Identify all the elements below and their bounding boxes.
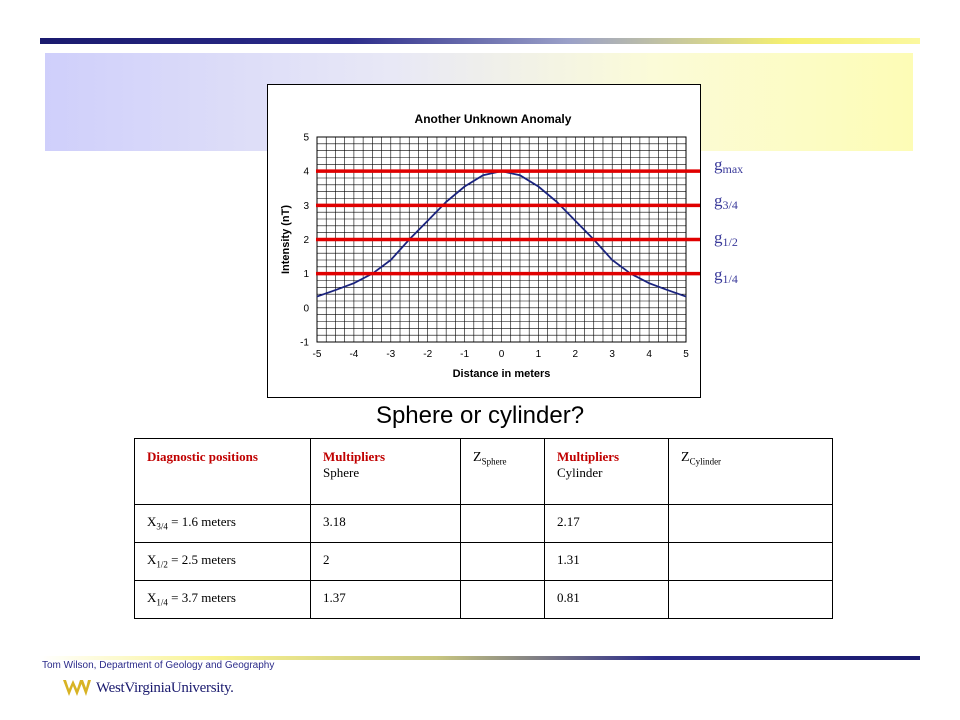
row-x-sub: 3/4 <box>156 521 168 532</box>
table-header-row: Diagnostic positions Multipliers Sphere … <box>134 438 833 505</box>
y-tick-label: 5 <box>303 133 309 144</box>
g-three-quarter-sub: 3/4 <box>722 198 738 212</box>
x-tick-label: 1 <box>536 349 542 360</box>
g-three-quarter-base: g <box>714 191 723 210</box>
header-z-sphere-sub: Sphere <box>481 456 507 467</box>
y-axis-label: Intensity (nT) <box>280 205 292 274</box>
x-tick-label: -3 <box>386 349 395 360</box>
row-x-sub: 1/2 <box>156 559 168 570</box>
header-z-cylinder-base: Z <box>681 450 690 465</box>
header-z-sphere-base: Z <box>473 450 482 465</box>
header-multipliers-cylinder: Multipliers Cylinder <box>544 438 669 505</box>
x-tick-label: -5 <box>313 349 322 360</box>
diagnostic-table: Diagnostic positions Multipliers Sphere … <box>134 438 833 619</box>
table-row: X1/4 = 3.7 meters 1.37 0.81 <box>134 580 833 619</box>
g-max-label: gmax <box>714 155 743 177</box>
y-tick-label: 0 <box>303 303 309 314</box>
table-row: X3/4 = 1.6 meters 3.18 2.17 <box>134 504 833 543</box>
header-multipliers-sphere: Multipliers Sphere <box>310 438 461 505</box>
x-tick-label: 4 <box>646 349 652 360</box>
row-z-sphere <box>460 580 545 619</box>
top-divider <box>40 38 920 44</box>
y-tick-label: 2 <box>303 235 309 246</box>
row-cylinder-multiplier: 0.81 <box>544 580 669 619</box>
row-cylinder-multiplier: 2.17 <box>544 504 669 543</box>
header-cylinder-label: Cylinder <box>557 465 603 480</box>
header-diagnostic-positions: Diagnostic positions <box>134 438 311 505</box>
anomaly-chart: -5 -4 -3 -2 -1 0 1 2 3 4 5 -1 0 1 2 3 4 5 Another Unknown … <box>280 112 700 380</box>
header-diagnostic-label: Diagnostic positions <box>147 449 258 464</box>
y-tick-label: 3 <box>303 201 309 212</box>
x-tick-label: -1 <box>460 349 469 360</box>
row-z-cylinder <box>668 542 833 581</box>
g-three-quarter-label: g3/4 <box>714 191 738 213</box>
row-x-base: X <box>147 552 157 567</box>
table-row: X1/2 = 2.5 meters 2 1.31 <box>134 542 833 581</box>
g-half-sub: 1/2 <box>722 235 738 249</box>
row-position: X1/4 = 3.7 meters <box>134 580 311 619</box>
g-max-sub: max <box>722 162 744 176</box>
x-tick-label: 3 <box>609 349 615 360</box>
row-z-sphere <box>460 504 545 543</box>
row-position: X3/4 = 1.6 meters <box>134 504 311 543</box>
g-quarter-base: g <box>714 265 723 284</box>
y-tick-label: -1 <box>300 338 309 349</box>
chart-title: Another Unknown Anomaly <box>415 112 572 126</box>
row-x-sub: 1/4 <box>156 597 168 608</box>
row-cylinder-multiplier: 1.31 <box>544 542 669 581</box>
header-sphere-label: Sphere <box>323 465 360 480</box>
header-z-cylinder-sub: Cylinder <box>689 456 722 467</box>
row-z-cylinder <box>668 504 833 543</box>
wv-emblem-icon <box>63 680 91 696</box>
footer-credit: Tom Wilson, Department of Geology and Ge… <box>42 660 275 671</box>
row-z-cylinder <box>668 580 833 619</box>
row-z-sphere <box>460 542 545 581</box>
row-x-rest: = 3.7 meters <box>167 590 236 605</box>
header-multipliers-label: Multipliers <box>323 449 386 464</box>
g-quarter-label: g1/4 <box>714 265 738 287</box>
row-x-base: X <box>147 590 157 605</box>
y-tick-label: 1 <box>303 269 309 280</box>
wvu-logo: WestVirginiaUniversity. <box>62 678 234 698</box>
header-z-cylinder: ZCylinder <box>668 438 833 505</box>
g-half-label: g1/2 <box>714 228 738 250</box>
header-z-sphere: ZSphere <box>460 438 545 505</box>
x-tick-label: -4 <box>349 349 358 360</box>
x-tick-label: 0 <box>499 349 505 360</box>
row-sphere-multiplier: 2 <box>310 542 461 581</box>
row-sphere-multiplier: 3.18 <box>310 504 461 543</box>
g-max-base: g <box>714 155 723 174</box>
row-x-base: X <box>147 514 157 529</box>
chart-frame: -5 -4 -3 -2 -1 0 1 2 3 4 5 -1 0 1 2 3 4 5 Another Unknown … <box>267 84 701 398</box>
row-x-rest: = 1.6 meters <box>167 514 236 529</box>
row-position: X1/2 = 2.5 meters <box>134 542 311 581</box>
question-heading: Sphere or cylinder? <box>375 402 585 429</box>
wvu-wordmark: WestVirginiaUniversity. <box>96 679 234 696</box>
bottom-divider <box>40 656 920 660</box>
y-tick-label: 4 <box>303 167 309 178</box>
row-x-rest: = 2.5 meters <box>167 552 236 567</box>
header-multipliers-cyl-label: Multipliers <box>557 449 620 464</box>
x-tick-label: 5 <box>683 349 689 360</box>
row-sphere-multiplier: 1.37 <box>310 580 461 619</box>
g-quarter-sub: 1/4 <box>722 272 738 286</box>
x-axis-label: Distance in meters <box>453 368 551 380</box>
x-tick-label: -2 <box>423 349 432 360</box>
g-half-base: g <box>714 228 723 247</box>
x-tick-label: 2 <box>573 349 579 360</box>
